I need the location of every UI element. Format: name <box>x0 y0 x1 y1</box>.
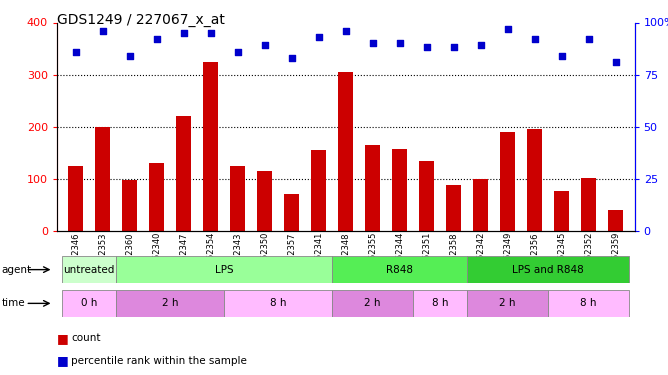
Text: ■: ■ <box>57 354 69 367</box>
Bar <box>446 185 461 231</box>
Bar <box>311 150 326 231</box>
Text: LPS and R848: LPS and R848 <box>512 265 584 274</box>
Bar <box>230 166 245 231</box>
Point <box>287 55 297 61</box>
Text: percentile rank within the sample: percentile rank within the sample <box>71 356 247 366</box>
Point <box>259 42 270 48</box>
Text: GDS1249 / 227067_x_at: GDS1249 / 227067_x_at <box>57 13 224 27</box>
Bar <box>527 129 542 231</box>
Point <box>124 53 135 59</box>
Point <box>583 36 594 42</box>
Point <box>178 30 189 36</box>
Bar <box>420 161 434 231</box>
Point <box>448 45 459 51</box>
Text: 8 h: 8 h <box>270 298 287 308</box>
Text: LPS: LPS <box>215 265 234 274</box>
Text: 2 h: 2 h <box>500 298 516 308</box>
Text: time: time <box>1 298 25 308</box>
Text: 0 h: 0 h <box>81 298 98 308</box>
Bar <box>554 190 569 231</box>
Text: R848: R848 <box>386 265 413 274</box>
Point <box>529 36 540 42</box>
Bar <box>149 163 164 231</box>
Bar <box>392 149 407 231</box>
Bar <box>609 210 623 231</box>
Bar <box>68 166 83 231</box>
Bar <box>116 290 224 317</box>
Text: 8 h: 8 h <box>580 298 597 308</box>
Bar <box>62 256 116 283</box>
Bar <box>548 290 629 317</box>
Point <box>422 45 432 51</box>
Bar <box>285 194 299 231</box>
Text: ■: ■ <box>57 332 69 345</box>
Bar <box>413 290 467 317</box>
Bar <box>500 132 515 231</box>
Point <box>70 49 81 55</box>
Text: count: count <box>71 333 101 343</box>
Point <box>476 42 486 48</box>
Bar <box>581 177 596 231</box>
Point <box>98 28 108 34</box>
Point <box>152 36 162 42</box>
Point <box>205 30 216 36</box>
Bar <box>257 171 272 231</box>
Bar <box>116 256 332 283</box>
Bar <box>473 178 488 231</box>
Bar <box>224 290 332 317</box>
Point <box>367 40 378 46</box>
Bar <box>467 290 548 317</box>
Text: 8 h: 8 h <box>432 298 448 308</box>
Bar <box>176 116 191 231</box>
Point <box>394 40 405 46</box>
Point <box>556 53 567 59</box>
Point <box>313 34 324 40</box>
Point <box>232 49 243 55</box>
Bar <box>332 290 413 317</box>
Bar <box>365 145 380 231</box>
Text: agent: agent <box>1 265 31 274</box>
Bar <box>96 127 110 231</box>
Bar <box>203 62 218 231</box>
Text: 2 h: 2 h <box>162 298 178 308</box>
Bar <box>467 256 629 283</box>
Point <box>611 59 621 65</box>
Bar <box>332 256 467 283</box>
Point <box>341 28 351 34</box>
Text: 2 h: 2 h <box>365 298 381 308</box>
Bar <box>122 180 137 231</box>
Bar <box>338 72 353 231</box>
Text: untreated: untreated <box>63 265 115 274</box>
Bar <box>62 290 116 317</box>
Point <box>502 26 513 32</box>
